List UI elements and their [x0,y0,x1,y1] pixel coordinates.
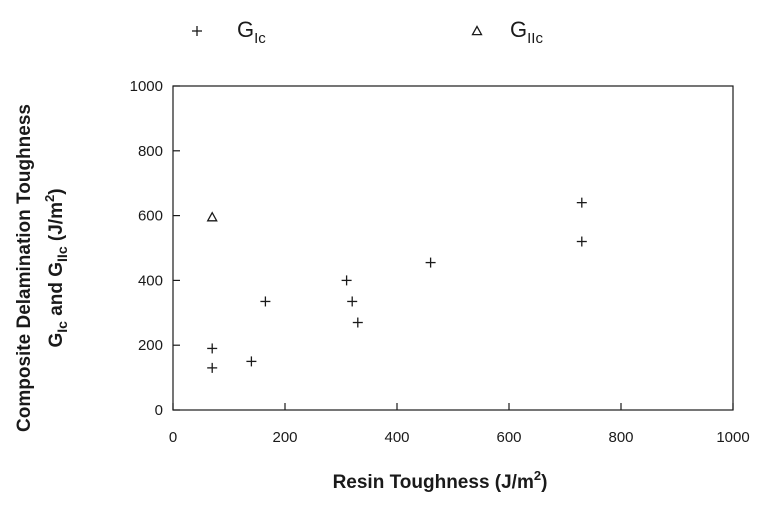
x-tick-label: 600 [496,429,521,446]
y-tick-label: 0 [155,402,163,419]
x-axis-title: Resin Toughness (J/m2) [333,468,548,493]
triangle-icon [471,25,483,36]
x-tick-label: 800 [608,429,633,446]
data-point-gic [576,236,587,247]
legend-marker-gic [192,26,202,36]
x-tick-label: 1000 [716,429,749,446]
data-point-gic [352,317,363,328]
legend: GIc GIIc [192,17,543,47]
y-tick-label: 400 [138,272,163,289]
legend-label-gic: GIc [237,17,266,47]
data-point-gic [347,296,358,307]
x-axis: 0 200 400 600 800 1000 [169,403,750,446]
x-tick-label: 0 [169,429,177,446]
plus-icon [192,26,202,36]
y-tick-label: 200 [138,337,163,354]
legend-label-giic: GIIc [510,17,543,47]
data-marks [206,197,587,373]
y-axis-title-line1: Composite Delamination Toughness [14,104,35,432]
data-point-gic [260,296,271,307]
data-point-gic [341,275,352,286]
y-tick-label: 600 [138,208,163,225]
data-point-gic [246,356,257,367]
y-tick-label: 1000 [130,78,163,95]
y-tick-label: 800 [138,143,163,160]
plot-frame [172,85,734,411]
data-point-giic [206,211,218,222]
y-axis: 0 200 400 600 800 1000 [130,78,180,419]
data-point-gic [207,362,218,373]
legend-marker-giic [471,25,483,36]
data-point-gic [207,343,218,354]
data-point-gic [425,257,436,268]
x-tick-label: 200 [272,429,297,446]
data-point-gic [576,197,587,208]
y-axis-title-line2: GIc and GIIc (J/m2) [42,188,70,347]
x-tick-label: 400 [384,429,409,446]
